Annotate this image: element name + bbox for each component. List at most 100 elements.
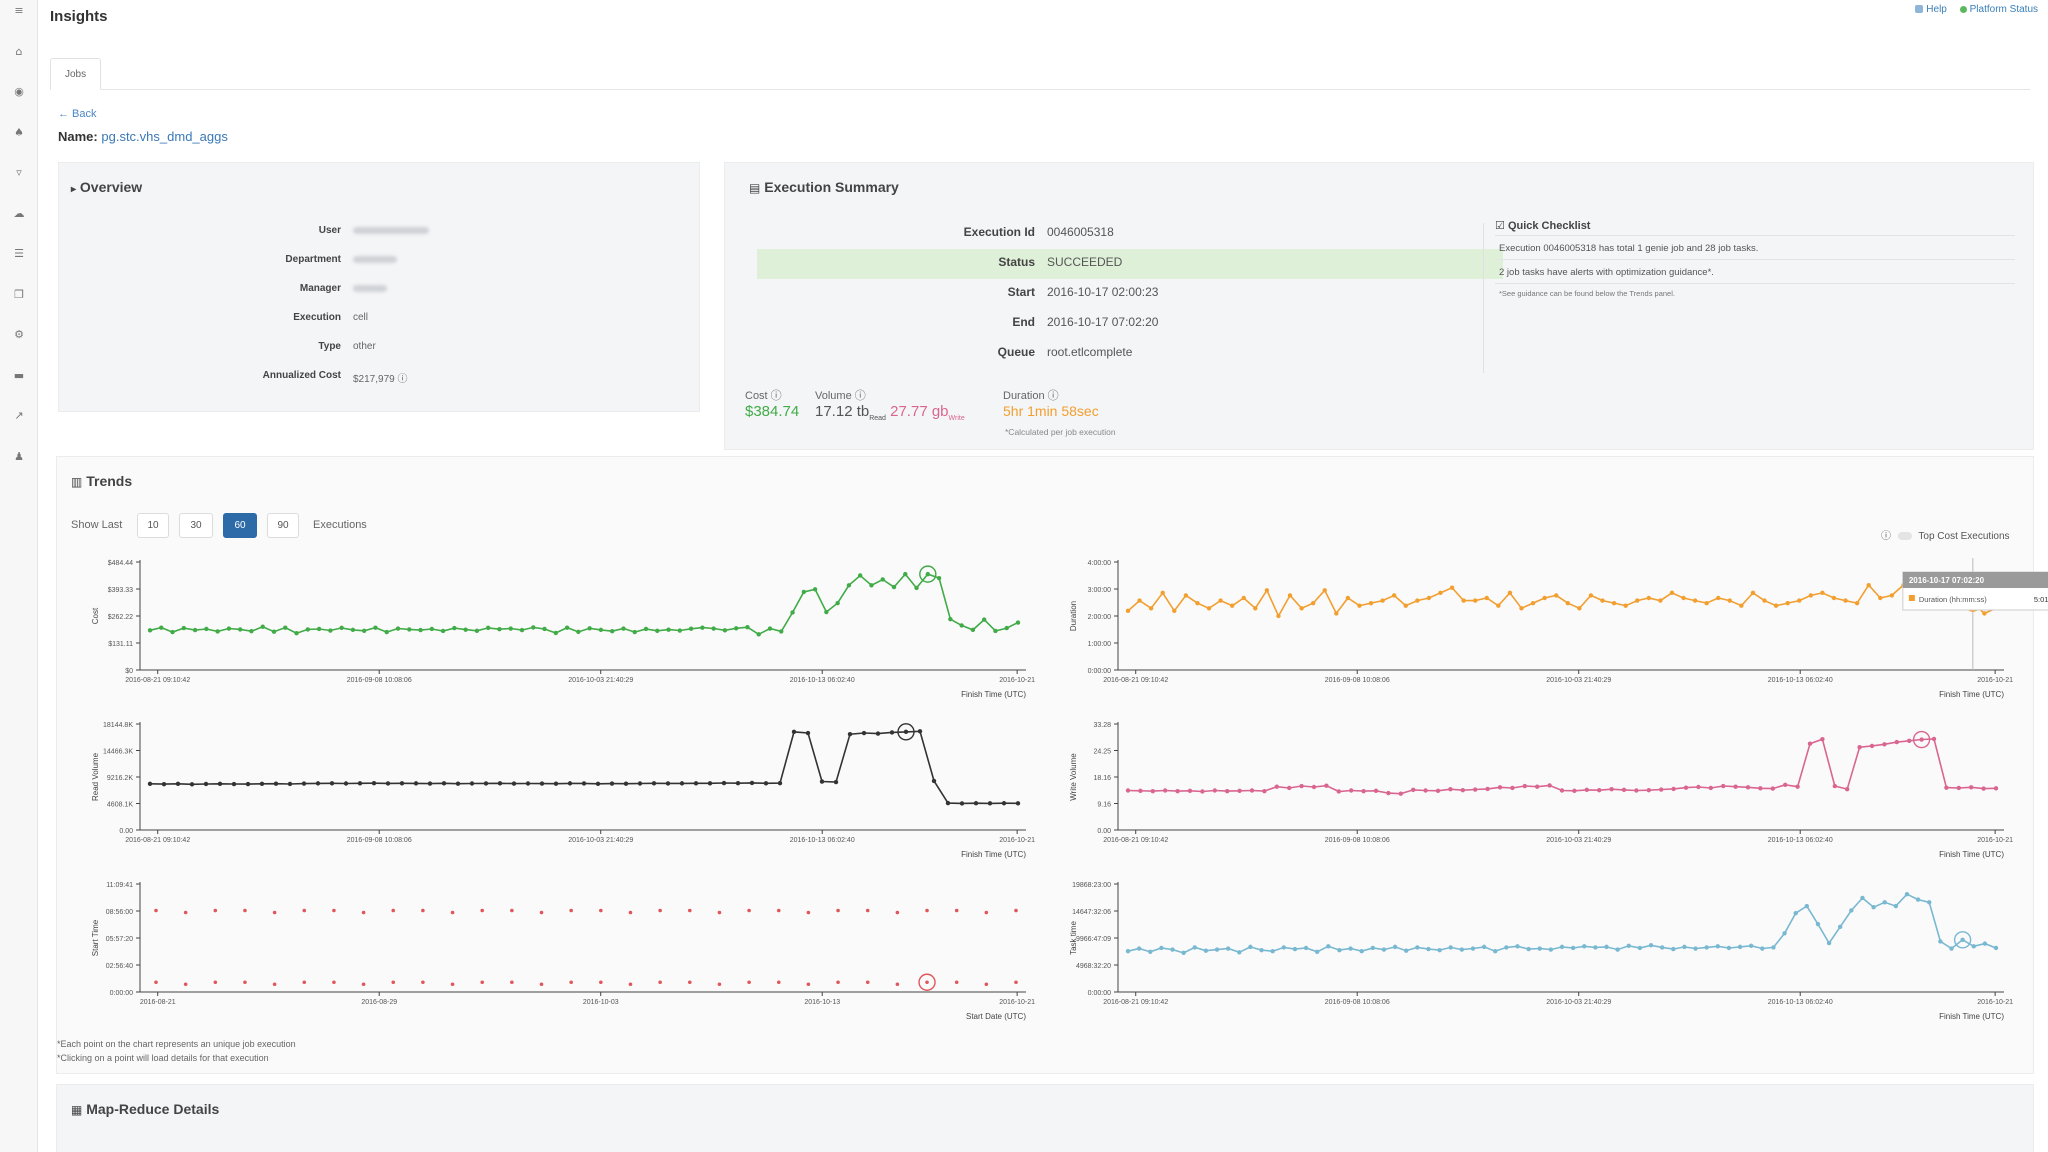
show-last-label: Show Last [71, 519, 123, 531]
data-point [1510, 785, 1515, 791]
flame-icon[interactable]: ♠ [14, 125, 24, 139]
data-point [1733, 784, 1738, 789]
duration-label: Duration ⓘ [1003, 390, 1059, 402]
data-point [1200, 789, 1205, 794]
data-point [776, 980, 781, 985]
data-point [925, 908, 929, 913]
data-point [1671, 946, 1676, 952]
data-point [779, 629, 784, 634]
x-axis-label: Start Date (UTC) [966, 1012, 1026, 1021]
status-highlight [757, 249, 1503, 279]
data-point [1426, 595, 1432, 601]
data-point [1993, 786, 1999, 791]
data-point [1322, 588, 1327, 593]
show-last-option-90[interactable]: 90 [267, 513, 299, 538]
data-point [1357, 603, 1362, 608]
data-point [361, 910, 366, 915]
x-tick-label: 2016-09-08 10:08:06 [1325, 999, 1390, 1006]
menu-icon[interactable]: ≡ [14, 4, 24, 17]
data-point [305, 627, 311, 632]
help-link[interactable]: Help [1915, 4, 1947, 15]
copy-icon[interactable]: ❐ [14, 287, 24, 301]
data-point [159, 625, 164, 630]
data-point [226, 626, 232, 631]
bar-chart-icon: ▥ [71, 475, 83, 489]
data-point [175, 781, 181, 787]
top-cost-toggle[interactable]: ⓘ Top Cost Executions [1881, 527, 2010, 542]
data-point [609, 629, 615, 634]
data-point [510, 908, 514, 913]
y-tick-label: 19868:23:00 [1072, 882, 1111, 889]
selected-point-ring [919, 565, 937, 583]
show-last-option-10[interactable]: 10 [137, 513, 169, 538]
platform-status-link[interactable]: Platform Status [1959, 4, 2038, 15]
data-point [1626, 943, 1631, 948]
start-time-chart[interactable]: 0:00:00 02:56:40 05:57:20 08:56:00 11:09:41 S… [74, 870, 1040, 1032]
execution-value: 0046005318 [1047, 225, 1114, 239]
overview-label: Department [285, 254, 341, 265]
home-icon[interactable]: ⌂ [15, 44, 23, 58]
y-tick-label: $262.22 [108, 614, 133, 621]
data-point [658, 980, 662, 985]
tab-jobs[interactable]: Jobs [50, 58, 102, 90]
chart-icon[interactable]: ↗ [14, 409, 24, 422]
overview-value: $217,979 ⓘ [353, 374, 408, 385]
data-point [717, 910, 722, 915]
data-point [609, 781, 615, 786]
list-icon[interactable]: ☰ [14, 247, 24, 260]
y-tick-label: 4:00:00 [1088, 560, 1111, 567]
data-point [621, 626, 626, 631]
selected-point-ring [1953, 931, 1972, 949]
data-point [1795, 784, 1800, 789]
filter-icon[interactable]: ▿ [16, 166, 22, 179]
map-reduce-panel: ▦ Map-Reduce Details [56, 1084, 2034, 1152]
show-last-option-30[interactable]: 30 [179, 513, 213, 538]
y-tick-label: 0:00:00 [1088, 990, 1111, 997]
tooltip-swatch [1908, 595, 1915, 601]
write-volume-chart[interactable]: 0.00 9.16 18.16 24.25 33.28 Write Volume 2016-… [1052, 710, 2018, 870]
data-point [539, 910, 544, 915]
job-name-link[interactable]: pg.stc.vhs_dmd_aggs [101, 129, 228, 144]
data-point [1648, 943, 1654, 948]
data-point [677, 628, 683, 633]
overview-title[interactable]: ▸ Overview [71, 179, 142, 195]
read-volume-chart[interactable]: 0.00 4608.1K 9216.2K 14466.3K 18144.8K Read V… [74, 710, 1040, 870]
data-point [984, 982, 989, 987]
show-last-option-60[interactable]: 60 [223, 513, 257, 538]
user-icon[interactable]: ♟ [14, 449, 24, 463]
data-point [531, 625, 536, 630]
x-tick-label: 2016-10-03 [583, 999, 619, 1006]
data-point [1370, 945, 1376, 951]
database-icon[interactable]: ◉ [14, 85, 24, 98]
data-point [217, 781, 223, 787]
data-point [1253, 606, 1258, 611]
table-icon: ▤ [749, 181, 761, 195]
redacted-value [353, 226, 429, 234]
checklist-divider [1495, 283, 2015, 284]
data-point [1548, 947, 1554, 952]
cloud-icon[interactable]: ☁ [13, 206, 25, 220]
y-axis-label: Cost [91, 607, 100, 624]
data-point [1748, 943, 1754, 948]
data-point [170, 629, 175, 635]
data-point [1882, 742, 1887, 747]
data-point [1299, 783, 1304, 789]
duration-chart[interactable]: 0:00:00 1:00:00 2:00:00 3:00:00 4:00:00 Durat… [1052, 548, 2048, 710]
redacted-value [353, 284, 387, 292]
book-icon[interactable]: ▬ [13, 368, 25, 382]
selected-point-ring [897, 723, 915, 741]
data-point [450, 982, 455, 987]
data-point [183, 982, 188, 987]
settings-icon[interactable]: ⚙ [14, 328, 24, 341]
overview-row: Department [59, 254, 341, 268]
back-link[interactable]: ← Back [58, 108, 97, 120]
overview-title-text: Overview [79, 179, 143, 195]
cost-chart[interactable]: $0 $131.11 $262.22 $393.33 $484.44 Cost 2016-0… [74, 548, 1040, 710]
map-reduce-title: ▦ Map-Reduce Details [71, 1101, 219, 1117]
trends-footnote-1: *Each point on the chart represents an u… [57, 1039, 296, 1049]
data-point [1904, 891, 1910, 897]
y-tick-label: 9966:47:09 [1076, 936, 1111, 943]
task-time-chart[interactable]: 0:00:00 4968:32:20 9966:47:09 14647:32:06 19… [1052, 870, 2018, 1032]
x-tick-label: 2016-08-21 09:10:42 [1103, 677, 1168, 684]
